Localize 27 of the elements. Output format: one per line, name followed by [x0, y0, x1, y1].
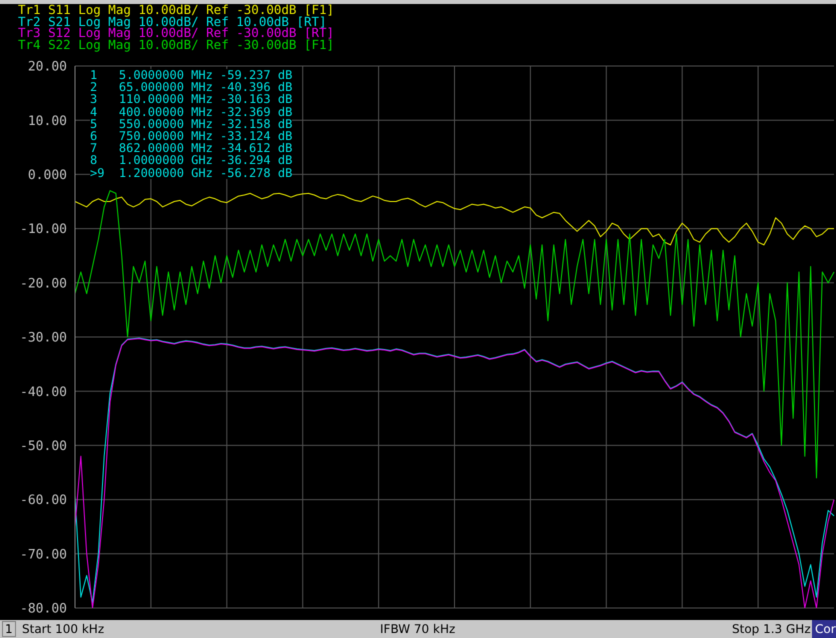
- y-tick-label: -50.00: [20, 439, 67, 454]
- y-tick-label: -60.00: [20, 493, 67, 508]
- y-tick-label: 0.000: [28, 168, 67, 184]
- text: Cor: [812, 620, 836, 638]
- annotation: 3 110.00000 MHz -30.163 dB: [90, 92, 292, 106]
- y-tick-label: 20.00: [28, 60, 67, 75]
- line-series: [74, 190, 834, 478]
- text: Stop 1.3 GHz: [732, 622, 811, 636]
- y-tick-label: -70.00: [20, 547, 67, 562]
- y-tick-label: -30.00: [20, 330, 67, 346]
- text: Start 100 kHz: [22, 622, 104, 636]
- y-tick-label: -40.00: [20, 384, 67, 400]
- annotation: 7 862.00000 MHz -34.612 dB: [90, 141, 292, 156]
- annotation: 5 550.00000 MHz -32.158 dB: [90, 116, 292, 131]
- line-series: [74, 192, 834, 246]
- annotation: 8 1.0000000 GHz -36.294 dB: [90, 153, 292, 168]
- y-tick-label: 10.00: [28, 114, 67, 129]
- annotation: 6 750.00000 MHz -33.124 dB: [90, 129, 292, 144]
- annotation: 4 400.00000 MHz -32.369 dB: [90, 104, 292, 119]
- annotation: 1 5.0000000 MHz -59.237 dB: [90, 68, 292, 82]
- y-tick-label: -10.00: [20, 222, 67, 238]
- y-tick-label: -80.00: [20, 602, 67, 617]
- y-tick-label: -20.00: [20, 276, 67, 292]
- annotation: >9 1.2000000 GHz -56.278 dB: [90, 166, 292, 180]
- text: 1: [2, 621, 16, 637]
- annotation: 2 65.000000 MHz -40.396 dB: [90, 80, 292, 94]
- text: IFBW 70 kHz: [380, 622, 456, 636]
